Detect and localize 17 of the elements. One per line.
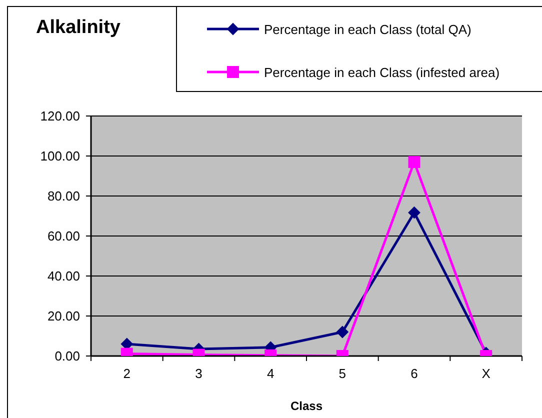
y-tick-label: 80.00 bbox=[47, 188, 80, 204]
x-tick-label: 3 bbox=[195, 366, 202, 382]
chart-title: Alkalinity bbox=[36, 17, 120, 39]
x-tick-label: 4 bbox=[266, 366, 274, 382]
y-tick-label: 100.00 bbox=[40, 148, 80, 164]
x-tick-label: 5 bbox=[338, 366, 346, 382]
legend-label: Percentage in each Class (total QA) bbox=[264, 22, 472, 36]
y-tick-label: 40.00 bbox=[47, 268, 80, 284]
y-tick-label: 0.00 bbox=[54, 348, 80, 364]
x-tick-label: 2 bbox=[123, 366, 131, 382]
y-tick-label: 20.00 bbox=[47, 308, 80, 324]
legend-label: Percentage in each Class (infested area) bbox=[264, 64, 500, 80]
x-tick-label: 6 bbox=[410, 366, 418, 382]
y-tick-label: 120.00 bbox=[40, 108, 80, 124]
x-tick-label: X bbox=[482, 366, 491, 382]
y-tick-label: 60.00 bbox=[47, 228, 80, 244]
x-axis-title: Class bbox=[290, 399, 323, 413]
